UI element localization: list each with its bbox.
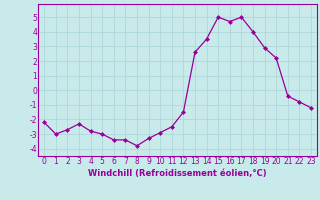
- X-axis label: Windchill (Refroidissement éolien,°C): Windchill (Refroidissement éolien,°C): [88, 169, 267, 178]
